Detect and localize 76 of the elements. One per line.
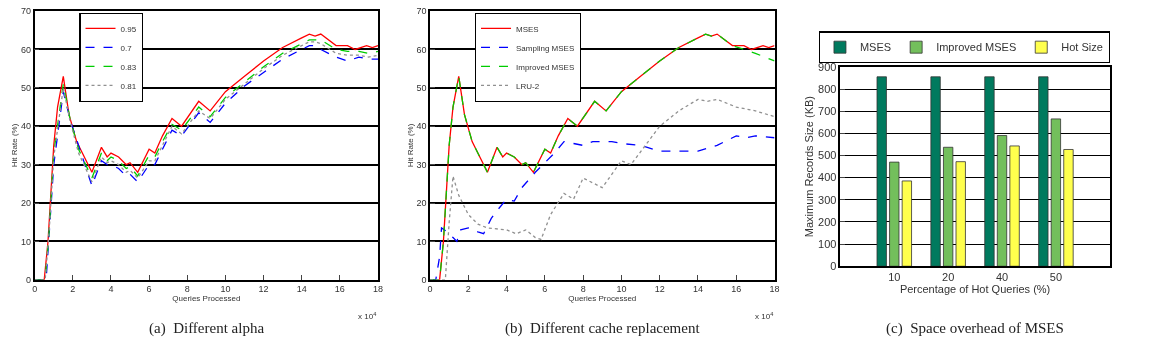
- y-tick-label: 60: [21, 44, 32, 55]
- y-tick-label: 200: [818, 215, 837, 228]
- legend-label: Improved MSES: [936, 41, 1017, 54]
- x-tick-label: 18: [373, 284, 384, 295]
- x-tick-label: 50: [1049, 271, 1063, 284]
- x-tick-label: 18: [769, 284, 780, 295]
- x-tick-label: 10: [888, 271, 901, 284]
- legend-label: Hot Size: [1061, 41, 1103, 54]
- legend-label: 0.7: [120, 43, 133, 53]
- y-tick-label: 40: [21, 121, 32, 132]
- y-tick-label: 40: [416, 121, 427, 132]
- x-tick-label: 8: [184, 284, 190, 295]
- bar: [996, 135, 1008, 267]
- text: (c) Space overhead of MSES: [886, 320, 1064, 337]
- y-axis-title: Maximum Records Size (KB): [803, 95, 816, 238]
- y-tick-label: 100: [818, 237, 837, 250]
- y-tick-label: 10: [416, 236, 427, 247]
- x-tick-label: 10: [220, 284, 231, 295]
- y-tick-label: 20: [416, 198, 427, 209]
- x-axis-title: Queries Processed: [568, 294, 637, 304]
- text: (b) Different cache replacement: [505, 320, 701, 337]
- y-tick-label: 30: [21, 159, 32, 170]
- legend-label: LRU-2: [516, 81, 540, 91]
- y-tick-label: 300: [818, 193, 837, 206]
- y-tick-label: 50: [21, 82, 32, 93]
- legend-label: 0.95: [120, 24, 137, 34]
- bar: [1038, 76, 1049, 267]
- x-axis-title: Queries Processed: [172, 294, 241, 304]
- y-tick-label: 30: [416, 159, 427, 170]
- x-tick-label: 10: [616, 284, 627, 295]
- legend-label: 0.81: [120, 81, 137, 91]
- x-axis-title: Percentage of Hot Queries (%): [899, 283, 1051, 296]
- text: x 10$^{4}$: [358, 311, 377, 322]
- x-tick-label: 8: [580, 284, 586, 295]
- bar: [1063, 149, 1074, 267]
- x-tick-label: 4: [108, 284, 114, 295]
- text: x 10$^{4}$: [755, 311, 774, 322]
- y-tick-label: 10: [21, 236, 32, 247]
- bar: [930, 76, 941, 267]
- y-tick-label: 500: [818, 149, 837, 162]
- bar: [1009, 145, 1020, 267]
- y-tick-label: 20: [21, 198, 32, 209]
- x-tick-label: 14: [692, 284, 703, 295]
- y-tick-label: 900: [818, 60, 837, 73]
- legend-label: Improved MSES: [516, 62, 575, 72]
- y-tick-label: 60: [416, 44, 427, 55]
- legend-label: 0.83: [120, 62, 137, 72]
- y-tick-label: 70: [416, 6, 427, 17]
- x-tick-label: 12: [654, 284, 665, 295]
- y-tick-label: 400: [818, 171, 837, 184]
- x-tick-label: 12: [258, 284, 269, 295]
- y-tick-label: 50: [416, 82, 427, 93]
- y-tick-label: 0: [830, 260, 837, 273]
- x-tick-label: 16: [334, 284, 345, 295]
- legend-label: MSES: [859, 41, 892, 54]
- legend-label: MSES: [516, 24, 539, 34]
- x-tick-label: 40: [995, 271, 1009, 284]
- y-tick-label: 700: [818, 105, 837, 118]
- x-tick-label: 6: [146, 284, 152, 295]
- x-tick-label: 2: [465, 284, 471, 295]
- x-tick-label: 4: [504, 284, 510, 295]
- x-tick-label: 6: [542, 284, 548, 295]
- x-tick-label: 20: [942, 271, 955, 284]
- x-tick-label: 2: [70, 284, 76, 295]
- y-tick-label: 70: [21, 6, 32, 17]
- x-tick-label: 16: [731, 284, 742, 295]
- bar: [1050, 118, 1061, 267]
- x-tick-label: 14: [296, 284, 307, 295]
- text: (a) Different alpha: [149, 320, 265, 337]
- legend-label: Sampling MSES: [516, 43, 575, 53]
- y-axis-title: Hit Rate (%): [10, 123, 20, 168]
- y-tick-label: 600: [818, 127, 837, 140]
- y-axis-title: Hit Rate (%): [405, 123, 415, 168]
- bar: [984, 76, 995, 267]
- bar: [876, 76, 887, 267]
- y-tick-label: 800: [818, 82, 837, 95]
